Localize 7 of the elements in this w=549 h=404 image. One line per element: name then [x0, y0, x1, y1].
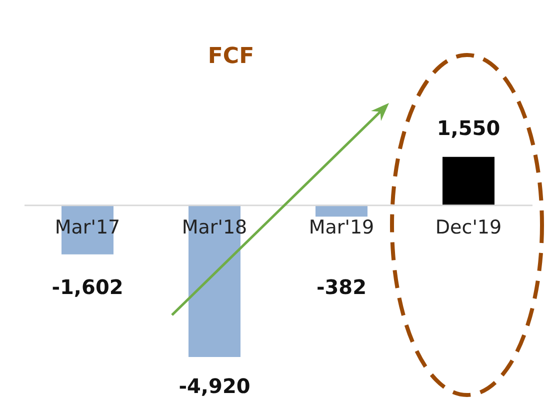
data-label: -4,920 — [178, 374, 250, 398]
data-label: 1,550 — [436, 116, 500, 140]
data-label: -1,602 — [52, 275, 124, 300]
x-tick-label: Dec'19 — [435, 216, 502, 238]
chart-title: FCF — [208, 44, 254, 69]
data-label: -382 — [316, 275, 367, 300]
x-tick-label: Mar'19 — [308, 216, 374, 238]
